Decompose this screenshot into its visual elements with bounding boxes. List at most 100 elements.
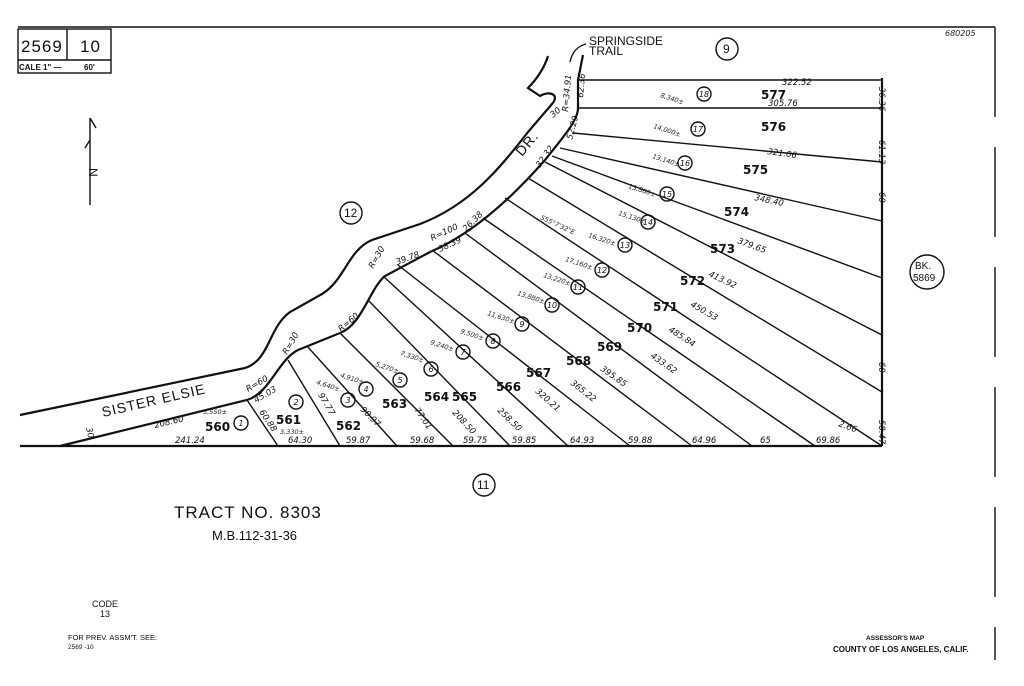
lot-area: 16,320± (587, 231, 616, 247)
lot-number: 1 (238, 419, 243, 428)
lot-area: 13,860± (627, 182, 656, 198)
lot-line (572, 132, 883, 163)
lot-line (559, 147, 883, 222)
dimension-lot-lines: 413.92 (707, 270, 738, 292)
parcel-561[interactable]: 561 2 3,330± (276, 394, 304, 436)
dimension-frontage-south: 64.96 (692, 436, 717, 446)
dimension-lot-lines: 485.84 (666, 325, 696, 350)
svg-text:9: 9 (723, 42, 730, 56)
lot-number: 12 (597, 266, 607, 275)
lot-area: 11,630± (486, 309, 515, 325)
lot-line (382, 275, 569, 447)
lot-number-circle (677, 155, 693, 171)
dimension-curve: 39.78 (395, 250, 422, 268)
lot-line (306, 345, 398, 447)
lot-number: 5 (397, 376, 402, 385)
dimension-frontage-south: 65 (760, 436, 771, 446)
lot-number: 9 (519, 320, 524, 329)
north-arrow-icon: N (84, 117, 100, 205)
adjacent-book-reference: BK. 5869 (909, 254, 945, 290)
footer-assessors-map: ASSESSOR'S MAP (866, 635, 925, 642)
parcel-566[interactable]: 566 7 9,240± (429, 338, 521, 394)
map-page-number: 10 (80, 37, 101, 56)
code-label: CODE (92, 599, 118, 609)
lot-lines (246, 79, 883, 447)
dimension-east-line: 60 (876, 192, 886, 203)
lot-number-circle (544, 297, 560, 313)
lot-number: 14 (643, 218, 653, 227)
dimension-lot-lines: 321.06 (767, 147, 798, 161)
lot-number-circle (659, 186, 675, 202)
lot-number-circle (485, 333, 501, 349)
lot-number-circle (617, 237, 633, 253)
dimension-east-line: 36.36 (876, 87, 886, 112)
lot-area: 9,240± (429, 338, 454, 353)
parcel-565[interactable]: 565 6 7,330± (399, 349, 477, 404)
lot-number-circle (455, 344, 471, 360)
parcel-560[interactable]: 560 1 5,550± (203, 408, 249, 434)
svg-text:11: 11 (477, 478, 490, 492)
lot-number: 13 (620, 241, 630, 250)
dimension-lot-lines: 379.65 (736, 236, 767, 256)
parcel-number: 566 (496, 380, 521, 394)
dimension-frontage-south: 64.93 (570, 436, 594, 446)
parcel-572[interactable]: 572 13 16,320± (587, 231, 705, 288)
parcel-number: 564 (424, 390, 449, 404)
lot-number: 2 (293, 398, 298, 407)
dimension-frontage-south: 241.24 (175, 436, 205, 446)
parcel-number: 573 (710, 242, 735, 256)
lot-line (464, 232, 753, 447)
tract-reference: M.B.112-31-36 (212, 528, 297, 543)
lot-number-circle (690, 121, 706, 137)
parcel-571[interactable]: 571 12 17,160± (564, 255, 678, 314)
lot-line (504, 197, 883, 447)
block-11: 11 (472, 473, 496, 497)
springside-trail-label-2: TRAIL (589, 44, 623, 58)
parcel-568[interactable]: 568 9 11,630± (486, 309, 591, 368)
block-12: 12 (339, 201, 363, 225)
lot-number: 16 (680, 159, 690, 168)
street-width: 30 (83, 426, 95, 439)
lot-number: 7 (460, 348, 466, 357)
dimension-curve: R=34.91 (561, 74, 574, 112)
svg-text:BK.: BK. (915, 261, 931, 272)
dimension-lot-lines: 258.50 (495, 406, 523, 434)
dimension-lot-lines: 450.53 (689, 300, 720, 324)
parcel-number: 563 (382, 397, 407, 411)
dimension-frontage-south: 59.88 (628, 436, 653, 446)
map-number-box (17, 28, 112, 74)
parcel-number: 572 (680, 274, 705, 288)
street-name-dr: DR. (512, 128, 542, 159)
lot-line (246, 399, 279, 447)
dimension-lot-lines: 305.76 (768, 99, 798, 109)
road-north-edge (19, 55, 556, 417)
parcel-number: 576 (761, 120, 786, 134)
lot-area: 4,640± (315, 378, 340, 393)
parcel-576[interactable]: 576 17 14,000± (652, 120, 786, 139)
lot-area: 5,270± (374, 360, 399, 375)
lot-line (431, 249, 693, 447)
lot-number: 3 (345, 396, 350, 405)
lot-number-circle (594, 262, 610, 278)
lot-area: 8,340± (659, 91, 684, 106)
lot-number: 10 (547, 301, 557, 310)
lot-line (544, 161, 883, 336)
parcel-number: 575 (743, 163, 768, 177)
lot-area: 3,330± (280, 428, 304, 436)
parcel-number: 560 (205, 420, 230, 434)
lot-number: 4 (363, 385, 368, 394)
dimension-lot-lines: 97.77 (315, 391, 336, 418)
parcel-number: 569 (597, 340, 622, 354)
parcel-number: 571 (653, 300, 678, 314)
dimension-lot-lines: 208.50 (450, 408, 478, 437)
lot-area: 14,000± (652, 122, 681, 138)
parcel-number: 577 (761, 88, 786, 102)
dimension-frontage-south: 64.30 (288, 436, 312, 446)
springside-trail-label-1: SPRINGSIDE (589, 34, 663, 48)
lot-line (551, 155, 883, 279)
